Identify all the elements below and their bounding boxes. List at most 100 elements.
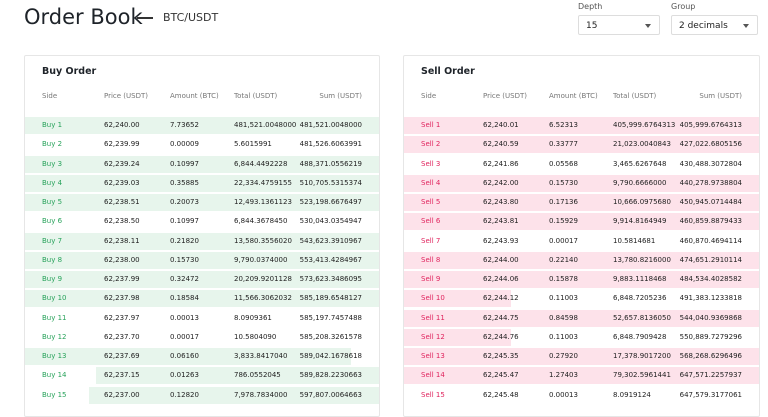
depth-shade [404,213,759,231]
cell: 6,844.3678450 [234,217,288,226]
side: Buy 11 [42,313,67,322]
cell: 0.27920 [549,352,578,360]
side: Sell 9 [421,275,441,283]
depth-shade [25,155,379,173]
depth-shade [404,271,759,288]
cell: 550,889.7279296 [679,332,742,341]
cell: 22,334.4759155 [234,178,292,187]
cell: 523,198.6676497 [299,198,362,206]
cell: 450,945.0714484 [679,198,742,206]
depth-shade [404,117,759,134]
side: Sell 6 [421,217,441,226]
side: Buy 3 [42,159,63,168]
cell: 62,244.12 [483,294,519,303]
cell: 460,859.8879433 [679,217,742,226]
caret [743,24,749,28]
column-header: Sum (USDT) [319,92,362,100]
depth-shade [404,328,511,346]
cell: 62,245.47 [483,371,519,380]
cell: 62,237.98 [104,294,140,303]
cell: 405,999.6764313 [679,121,742,129]
cell: 62,243.80 [483,198,519,206]
cell: 62,237.69 [104,352,140,360]
cell: 21,023.0040843 [613,140,671,149]
side: Buy 8 [42,255,63,264]
cell: 12,493.1361123 [234,198,292,206]
cell: 62,237.00 [104,390,140,399]
cell: 62,245.48 [483,390,519,399]
caret [645,24,651,28]
side: Buy 15 [42,390,67,399]
side: Buy 10 [42,294,67,303]
order-row: Buy 3 62,239.24 0.10997 6,844.4492228 488,37… [25,155,379,174]
depth-shade [25,290,379,308]
column-header: Sum (USDT) [699,92,742,100]
side: Buy 14 [42,371,67,380]
cell: 10.5804090 [234,332,277,341]
order-row: Buy 12 62,237.70 0.00017 10.5804090 585,208.… [25,328,379,347]
depth-shade [404,136,759,154]
cell: 20,209.9201128 [234,275,292,283]
cell: 11,566.3062032 [234,294,292,303]
cell: 6.52313 [549,121,578,129]
column-header: Total (USDT) [613,92,657,100]
side: Buy 7 [42,236,63,245]
cell: 585,208.3261578 [299,332,362,341]
cell: 62,244.75 [483,313,519,322]
sell-panel: Sell Order Side Price (USDT) Amount (BTC) To… [403,55,760,417]
side: Sell 7 [421,236,441,245]
side: Sell 3 [421,159,441,168]
order-row: Sell 10 62,244.12 0.11003 6,848.7205236 491,… [404,289,759,308]
order-row: Sell 11 62,244.75 0.84598 52,657.8136050 544… [404,309,759,328]
depth-shade [25,174,379,192]
column-header: Side [42,92,58,100]
cell: 589,042.1678618 [299,352,362,360]
cell: 62,237.70 [104,332,140,341]
side: Sell 15 [421,390,445,399]
cell: 8.0919124 [613,390,651,399]
cell: 62,240.01 [483,121,519,129]
order-row: Buy 15 62,237.00 0.12820 7,978.7834000 597,8… [25,386,379,405]
cell: 62,237.99 [104,275,140,283]
cell: 8.0909361 [234,313,272,322]
group-select[interactable]: 2 decimals [671,15,758,35]
depth-shade [25,194,379,211]
cell: 3,833.8417040 [234,352,288,360]
order-row: Sell 12 62,244.76 0.11003 6,848.7909428 550,… [404,328,759,347]
cell: 7.73652 [170,121,199,129]
cell: 510,705.5315374 [299,178,362,187]
order-row: Buy 9 62,237.99 0.32472 20,209.9201128 573,6… [25,270,379,289]
cell: 62,241.86 [483,159,519,168]
depth-shade [25,251,379,269]
cell: 481,521.0048000 [234,121,297,129]
cell: 405,999.6764313 [613,121,676,129]
cell: 0.33777 [549,140,578,149]
order-row: Buy 2 62,239.99 0.00009 5.6015991 481,526.60… [25,135,379,154]
depth-shade [25,271,379,288]
separator [137,17,153,19]
depth-shade [404,348,759,365]
order-row: Sell 6 62,243.81 0.15929 9,914.8164949 460,8… [404,212,759,231]
order-row: Buy 7 62,238.11 0.21820 13,580.3556020 543,6… [25,232,379,251]
cell: 0.11003 [549,294,578,303]
cell: 0.00013 [549,390,578,399]
cell: 62,237.97 [104,313,140,322]
cell: 6,844.4492228 [234,159,288,168]
depth-shade [95,367,379,385]
cell: 530,043.0354947 [299,217,362,226]
depth-shade [25,232,379,250]
depth-select[interactable]: 15 [578,15,660,35]
side: Buy 2 [42,140,63,149]
side: Sell 14 [421,371,445,380]
cell: 427,022.6805156 [679,140,742,149]
side: Sell 1 [421,121,441,129]
cell: 62,243.93 [483,236,519,245]
order-row: Buy 4 62,239.03 0.35885 22,334.4759155 510,7… [25,174,379,193]
order-row: Sell 8 62,244.00 0.22140 13,780.8216000 474,… [404,251,759,270]
cell: 0.01263 [170,371,199,380]
cell: 9,790.0374000 [234,255,288,264]
side: Sell 11 [421,313,445,322]
cell: 0.12820 [170,390,199,399]
column-header: Total (USDT) [234,92,278,100]
depth-shade [404,367,759,385]
